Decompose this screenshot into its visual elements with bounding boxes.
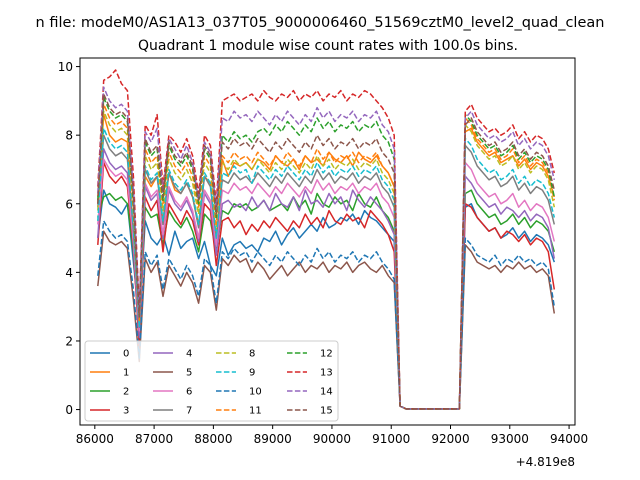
legend-label-12: 12 <box>320 349 333 360</box>
x-tick-label: 86000 <box>76 432 114 446</box>
legend-label-5: 5 <box>186 368 192 379</box>
series-line-14 <box>97 86 556 410</box>
x-tick-label: 89000 <box>254 432 292 446</box>
series-line-4 <box>97 148 556 410</box>
x-tick-label: 90000 <box>313 432 351 446</box>
chart-title: Quadrant 1 module wise count rates with … <box>138 38 518 54</box>
x-offset-label: +4.819e8 <box>516 455 575 469</box>
legend-label-13: 13 <box>320 368 333 379</box>
legend-label-10: 10 <box>249 387 262 398</box>
plot-frame <box>79 57 576 426</box>
legend-label-8: 8 <box>249 349 255 360</box>
chart-suptitle: n file: modeM0/AS1A13_037T05_9000006460_… <box>36 15 605 31</box>
series-line-2 <box>97 189 556 410</box>
x-tick-label: 91000 <box>372 432 410 446</box>
x-tick-label: 93000 <box>491 432 529 446</box>
series-line-10 <box>97 220 556 410</box>
y-axis: 0 2 4 6 8 10 <box>58 60 80 417</box>
x-tick-label: 94000 <box>550 432 588 446</box>
y-tick-label: 6 <box>65 197 73 211</box>
y-tick-label: 4 <box>65 266 73 280</box>
x-tick-label: 92000 <box>431 432 469 446</box>
legend-label-14: 14 <box>320 387 333 398</box>
series-line-11 <box>97 103 556 410</box>
series-line-7 <box>97 134 556 410</box>
legend-label-2: 2 <box>123 387 129 398</box>
series-line-5 <box>97 230 556 410</box>
series-line-12 <box>97 96 556 410</box>
series-line-13 <box>97 69 556 410</box>
legend-label-0: 0 <box>123 349 129 360</box>
y-tick-label: 2 <box>65 334 73 348</box>
legend-frame <box>84 340 339 422</box>
plot-lines <box>97 69 556 410</box>
legend-label-3: 3 <box>123 406 129 417</box>
series-line-6 <box>97 158 556 410</box>
x-tick-label: 88000 <box>194 432 232 446</box>
legend-label-9: 9 <box>249 368 255 379</box>
series-line-3 <box>97 161 556 410</box>
y-tick-label: 8 <box>65 129 73 143</box>
legend-label-6: 6 <box>186 387 192 398</box>
legend-label-11: 11 <box>249 406 262 417</box>
y-tick-label: 10 <box>58 60 73 74</box>
y-tick-label: 0 <box>65 403 73 417</box>
legend-label-1: 1 <box>123 368 129 379</box>
legend-label-4: 4 <box>186 349 192 360</box>
series-line-15 <box>97 93 556 410</box>
x-tick-label: 87000 <box>135 432 173 446</box>
legend-label-15: 15 <box>320 406 333 417</box>
x-axis: 86000 87000 88000 89000 90000 91000 92000 93000… <box>76 425 588 446</box>
series-line-1 <box>97 113 556 410</box>
series-line-8 <box>97 110 556 410</box>
legend-label-7: 7 <box>186 406 192 417</box>
